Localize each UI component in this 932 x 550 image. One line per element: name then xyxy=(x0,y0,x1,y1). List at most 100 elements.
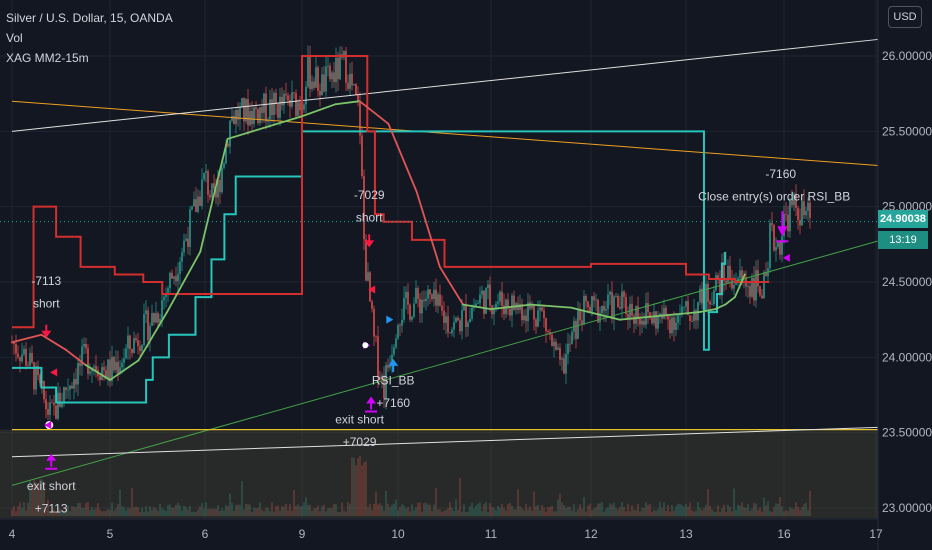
candle-body xyxy=(705,283,707,312)
volume-bar xyxy=(345,511,347,516)
volume-bar xyxy=(23,502,25,516)
volume-bar xyxy=(313,508,315,516)
volume-bar xyxy=(363,462,365,516)
candle-body xyxy=(235,110,237,124)
candle-body xyxy=(105,370,107,380)
volume-bar xyxy=(481,510,483,516)
candle-body xyxy=(407,291,409,305)
candle-body xyxy=(611,291,613,320)
candle-body xyxy=(681,306,683,314)
candle-body xyxy=(237,110,239,120)
volume-bar xyxy=(463,504,465,516)
volume-bar xyxy=(701,510,703,516)
candle-body xyxy=(591,296,593,312)
candle-body xyxy=(713,290,715,305)
candle-body xyxy=(501,291,503,306)
strategy-indicator-label[interactable]: XAG MM2-15m xyxy=(6,51,89,65)
candle-body xyxy=(107,359,109,380)
volume-bar xyxy=(527,509,529,516)
volume-bar xyxy=(469,506,471,516)
candle-body xyxy=(605,309,607,311)
candle-body xyxy=(433,289,435,300)
candle-body xyxy=(471,307,473,319)
candle-body xyxy=(157,313,159,323)
volume-bar xyxy=(75,507,77,516)
volume-bar xyxy=(673,510,675,516)
candle-body xyxy=(641,320,643,325)
sell-arrow-head xyxy=(41,330,52,338)
volume-indicator-label[interactable]: Vol xyxy=(6,31,23,45)
volume-bar xyxy=(135,506,137,516)
moving-average-segment xyxy=(490,303,532,311)
candle-body xyxy=(733,284,735,289)
volume-bar xyxy=(641,508,643,516)
candle-body xyxy=(435,289,437,306)
volume-bars xyxy=(11,455,811,516)
candle-body xyxy=(103,367,105,371)
candle-body xyxy=(643,320,645,325)
y-tick-label: 25.50000 xyxy=(882,124,932,138)
volume-bar xyxy=(105,510,107,516)
price-axis[interactable]: 26.0000025.5000025.0000024.5000024.00000… xyxy=(877,0,932,550)
moving-average-segment xyxy=(462,303,492,311)
volume-bar xyxy=(339,511,341,516)
volume-bar xyxy=(19,502,21,516)
time-axis[interactable]: 4 5 6 9 10 11 12 13 16 17 xyxy=(0,518,883,541)
candle-body xyxy=(639,318,641,325)
volume-bar xyxy=(127,507,129,516)
volume-bar xyxy=(95,508,97,516)
moving-average-segment xyxy=(11,333,43,344)
volume-bar xyxy=(603,511,605,516)
candle-body xyxy=(507,299,509,309)
volume-bar xyxy=(771,511,773,516)
volume-bar xyxy=(431,510,433,516)
candle-body xyxy=(293,92,295,94)
candle-body xyxy=(123,358,125,363)
candle-body xyxy=(69,385,71,390)
x-tick-label: 11 xyxy=(485,527,498,541)
candle-body xyxy=(763,271,765,299)
symbol-title[interactable]: Silver / U.S. Dollar, 15, OANDA xyxy=(6,11,173,25)
candle-body xyxy=(239,107,241,120)
volume-bar xyxy=(341,502,343,516)
volume-bar xyxy=(485,502,487,516)
volume-bar xyxy=(495,510,497,516)
volume-bar xyxy=(697,502,699,516)
candle-body xyxy=(255,107,257,110)
volume-bar xyxy=(289,503,291,516)
volume-bar xyxy=(263,511,265,516)
volume-bar xyxy=(539,510,541,516)
volume-bar xyxy=(227,506,229,516)
volume-bar xyxy=(389,507,391,516)
volume-bar xyxy=(719,511,721,516)
candle-body xyxy=(483,290,485,314)
volume-bar xyxy=(87,502,89,516)
currency-button[interactable]: USD xyxy=(888,6,922,28)
volume-bar xyxy=(85,503,87,516)
volume-bar xyxy=(433,504,435,516)
volume-bar xyxy=(293,490,295,516)
trade-annotation: Close entry(s) order RSI_BB xyxy=(698,190,850,204)
volume-bar xyxy=(413,510,415,516)
volume-bar xyxy=(567,506,569,516)
candle-body xyxy=(423,299,425,302)
volume-bar xyxy=(549,506,551,516)
volume-bar xyxy=(693,511,695,516)
volume-bar xyxy=(375,491,377,516)
candle-body xyxy=(469,318,471,323)
volume-bar xyxy=(583,497,585,516)
volume-bar xyxy=(217,505,219,516)
volume-bar xyxy=(391,504,393,516)
volume-bar xyxy=(489,503,491,516)
trade-markers[interactable] xyxy=(41,211,790,470)
candle-body xyxy=(487,284,489,289)
candle-body xyxy=(85,343,87,349)
volume-bar xyxy=(331,508,333,516)
candle-body xyxy=(795,193,797,208)
volume-bar xyxy=(653,509,655,516)
volume-bar xyxy=(441,511,443,516)
volume-bar xyxy=(201,503,203,516)
volume-bar xyxy=(63,510,65,516)
volume-bar xyxy=(571,510,573,516)
